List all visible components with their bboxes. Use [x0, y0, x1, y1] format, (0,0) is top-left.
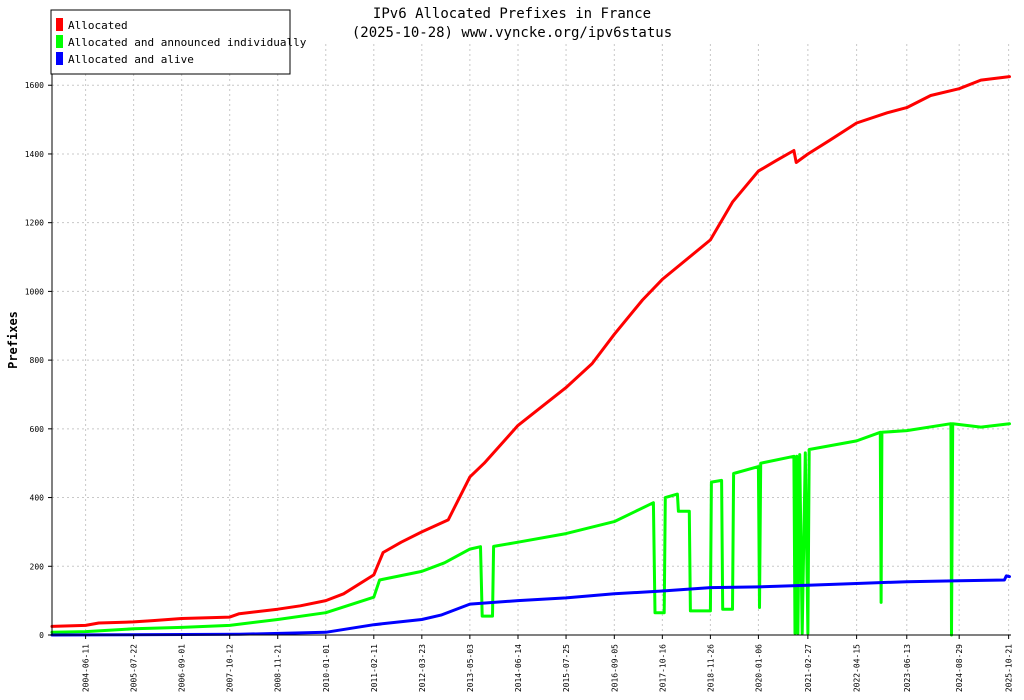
- x-tick-label: 2004-06-11: [82, 644, 91, 692]
- y-tick-label: 400: [30, 494, 45, 503]
- x-tick-label: 2024-08-29: [955, 644, 964, 692]
- x-tick-label: 2022-04-15: [853, 644, 862, 692]
- grid: [52, 44, 1011, 635]
- x-tick-label: 2014-06-14: [514, 644, 523, 692]
- legend-swatch-allocated: [56, 18, 63, 31]
- x-tick-label: 2006-09-01: [178, 644, 187, 692]
- x-tick-label: 2005-07-22: [130, 644, 139, 692]
- x-tick-label: 2008-11-21: [274, 644, 283, 692]
- y-tick-label: 1400: [25, 150, 44, 159]
- x-tick-label: 2025-10-21: [1005, 644, 1014, 692]
- series-line-announced: [50, 422, 1011, 637]
- legend-swatch-alive: [56, 52, 63, 65]
- x-tick-label: 2018-11-26: [706, 644, 715, 692]
- x-tick-label: 2020-01-06: [754, 644, 763, 692]
- series-group: [50, 75, 1011, 637]
- x-tick-label: 2012-03-23: [418, 644, 427, 692]
- x-tick-label: 2017-10-16: [658, 644, 667, 692]
- x-tick-label: 2021-02-27: [804, 644, 813, 692]
- y-axis-label: Prefixes: [6, 311, 20, 369]
- y-tick-label: 1200: [25, 219, 44, 228]
- series-line-allocated: [50, 75, 1011, 628]
- legend-box: [50, 9, 291, 75]
- legend-label-alive: Allocated and alive: [68, 53, 194, 66]
- legend-swatch-announced: [56, 35, 63, 48]
- y-tick-label: 1600: [25, 81, 44, 90]
- x-tick-label: 2010-01-01: [322, 644, 331, 692]
- x-tick-label: 2016-09-05: [610, 644, 619, 692]
- x-tick-label: 2007-10-12: [226, 644, 235, 692]
- chart-subtitle: (2025-10-28) www.vyncke.org/ipv6status: [352, 25, 672, 41]
- chart-title: IPv6 Allocated Prefixes in France: [373, 6, 651, 22]
- series-line-alive: [50, 574, 1011, 637]
- y-tick-label: 600: [30, 425, 45, 434]
- legend: Allocated Allocated and announced indivi…: [50, 9, 307, 75]
- legend-label-announced: Allocated and announced individually: [68, 36, 307, 49]
- x-tick-label: 2011-02-11: [370, 644, 379, 692]
- x-tick-label: 2013-05-03: [466, 644, 475, 692]
- x-tick-label: 2015-07-25: [562, 644, 571, 692]
- legend-label-allocated: Allocated: [68, 19, 128, 32]
- y-tick-label: 0: [39, 631, 44, 640]
- y-tick-label: 800: [30, 356, 45, 365]
- y-tick-label: 1000: [25, 287, 44, 296]
- axes: 0 200 400 600 800 1000 1200 1400 1600 2004-06-11 2…: [25, 44, 1014, 692]
- y-tick-label: 200: [30, 562, 45, 571]
- x-tick-label: 2023-06-13: [903, 644, 912, 692]
